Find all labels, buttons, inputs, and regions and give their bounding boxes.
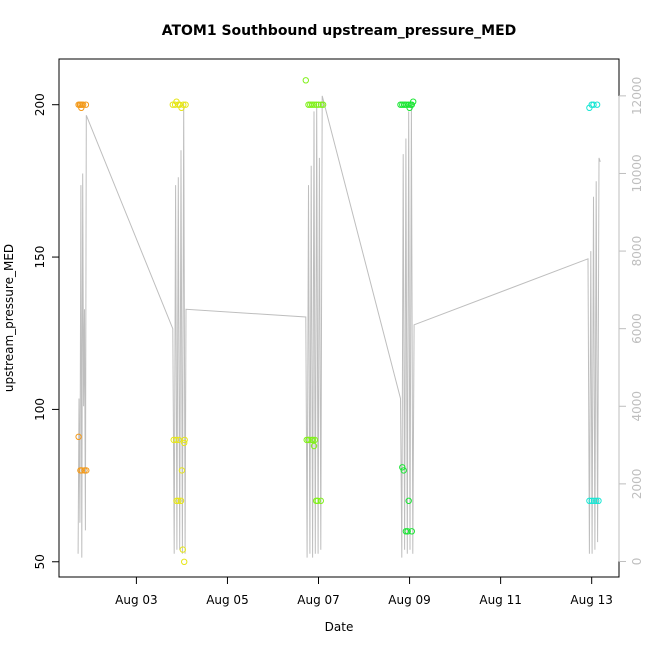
y2-tick-label: 2000 bbox=[630, 469, 644, 500]
x-tick-label: Aug 05 bbox=[206, 593, 249, 607]
data-point bbox=[175, 497, 182, 504]
data-point bbox=[303, 436, 310, 444]
data-point bbox=[176, 101, 183, 108]
data-point bbox=[399, 101, 406, 108]
data-point bbox=[593, 497, 600, 504]
y-tick-label: 200 bbox=[33, 93, 47, 116]
line-series-layer bbox=[77, 95, 601, 558]
data-point bbox=[172, 436, 180, 444]
scatter-points-layer bbox=[75, 77, 602, 565]
y2-tick-label: 12000 bbox=[630, 77, 644, 115]
data-point bbox=[307, 101, 314, 108]
data-point bbox=[408, 528, 415, 535]
y2-tick-label: 0 bbox=[630, 558, 644, 566]
data-point bbox=[404, 528, 411, 535]
data-point bbox=[402, 528, 410, 535]
data-point bbox=[400, 467, 407, 474]
data-point bbox=[588, 497, 595, 504]
data-point bbox=[313, 497, 320, 504]
x-tick-label: Aug 11 bbox=[479, 593, 522, 607]
data-point bbox=[302, 77, 309, 84]
data-point bbox=[78, 467, 86, 474]
y2-tick-label: 8000 bbox=[630, 236, 644, 267]
data-point bbox=[182, 101, 189, 108]
data-point bbox=[310, 101, 318, 108]
data-point bbox=[319, 101, 327, 108]
data-point bbox=[79, 101, 87, 108]
secondary-series-line bbox=[77, 95, 601, 558]
y-axis-label: upstream_pressure_MED bbox=[2, 244, 16, 392]
data-point bbox=[82, 101, 90, 108]
data-point bbox=[180, 101, 187, 108]
data-point bbox=[402, 101, 410, 108]
data-point bbox=[308, 101, 316, 108]
data-point bbox=[175, 436, 182, 444]
data-point bbox=[590, 497, 598, 504]
data-point bbox=[405, 497, 412, 504]
data-point bbox=[315, 101, 322, 108]
y-axis-right: 0 2000 4000 6000 8000 10000 12000 bbox=[618, 77, 644, 566]
data-point bbox=[399, 464, 406, 471]
data-point bbox=[595, 497, 602, 504]
data-point bbox=[181, 436, 188, 444]
data-point bbox=[173, 497, 180, 504]
data-point bbox=[78, 104, 85, 112]
data-point bbox=[405, 101, 412, 108]
data-point bbox=[81, 467, 88, 474]
data-point bbox=[317, 497, 324, 504]
x-tick-label: Aug 13 bbox=[570, 593, 613, 607]
x-tick-label: Aug 03 bbox=[115, 593, 158, 607]
y-tick-label: 100 bbox=[33, 398, 47, 421]
data-point bbox=[178, 104, 185, 112]
data-point bbox=[83, 467, 90, 474]
y-tick-label: 50 bbox=[33, 554, 47, 569]
data-point bbox=[181, 558, 188, 565]
data-point bbox=[76, 101, 84, 108]
y-axis-left: 50 100 150 200 bbox=[33, 93, 60, 569]
data-point bbox=[181, 439, 188, 447]
y2-tick-label: 4000 bbox=[630, 391, 644, 422]
x-axis-label: Date bbox=[325, 620, 354, 634]
x-axis: Aug 03 Aug 05 Aug 07 Aug 09 Aug 11 Aug 13 bbox=[115, 576, 613, 607]
data-point bbox=[590, 101, 597, 108]
data-point bbox=[171, 101, 179, 108]
data-point bbox=[305, 436, 312, 444]
data-point bbox=[406, 104, 413, 112]
data-point bbox=[311, 436, 319, 444]
data-point bbox=[400, 101, 408, 108]
data-point bbox=[75, 433, 82, 440]
data-point bbox=[410, 98, 417, 105]
x-tick-label: Aug 09 bbox=[388, 593, 431, 607]
y2-tick-label: 10000 bbox=[630, 154, 644, 192]
chart-title: ATOM1 Southbound upstream_pressure_MED bbox=[162, 23, 517, 39]
data-point bbox=[318, 101, 325, 108]
data-point bbox=[586, 497, 593, 504]
x-tick-label: Aug 07 bbox=[297, 593, 340, 607]
data-point bbox=[593, 101, 601, 108]
data-point bbox=[178, 467, 186, 474]
data-point bbox=[177, 497, 185, 504]
y-tick-label: 150 bbox=[33, 246, 47, 269]
data-point bbox=[179, 546, 187, 553]
y2-tick-label: 6000 bbox=[630, 313, 644, 344]
data-point bbox=[309, 436, 317, 444]
data-point bbox=[310, 442, 318, 450]
